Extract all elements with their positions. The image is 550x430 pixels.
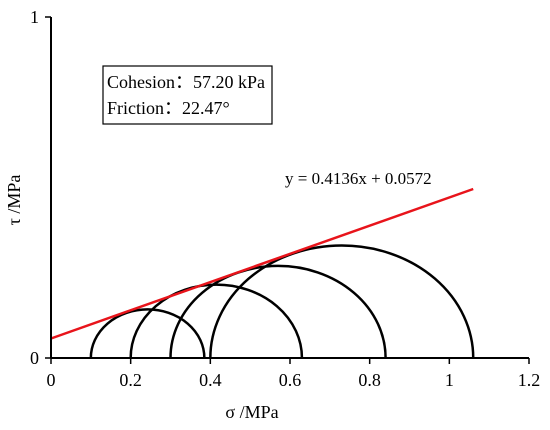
x-tick-label: 0.8 <box>358 370 381 390</box>
x-axis-title: σ /MPa <box>225 402 278 422</box>
x-tick-label: 0.6 <box>279 370 302 390</box>
x-tick-label: 0.2 <box>119 370 142 390</box>
x-tick-label: 0.4 <box>199 370 222 390</box>
mohr-circles <box>89 244 475 359</box>
parameter-box: Cohesion：57.20 kPa Friction：22.47° <box>102 65 273 125</box>
mohr-circle <box>209 244 475 359</box>
mohr-circle <box>169 264 387 359</box>
friction-label: Friction：22.47° <box>107 98 230 118</box>
y-tick-label: 0 <box>30 348 39 368</box>
cohesion-label: Cohesion：57.20 kPa <box>107 72 265 92</box>
y-axis-ticks: 01 <box>30 7 51 368</box>
y-tick-label: 1 <box>30 7 39 27</box>
y-axis-title: τ /MPa <box>4 175 24 226</box>
x-tick-label: 1.2 <box>518 370 541 390</box>
mohr-circle <box>129 283 304 359</box>
x-tick-label: 1 <box>445 370 454 390</box>
trendline-equation: y = 0.4136x + 0.0572 <box>285 169 432 188</box>
failure-envelope-line <box>50 187 474 340</box>
x-tick-label: 0 <box>47 370 56 390</box>
x-axis-ticks: 0 0.2 0.4 0.6 0.8 1 1.2 <box>47 358 541 390</box>
mohr-circle <box>89 308 206 359</box>
